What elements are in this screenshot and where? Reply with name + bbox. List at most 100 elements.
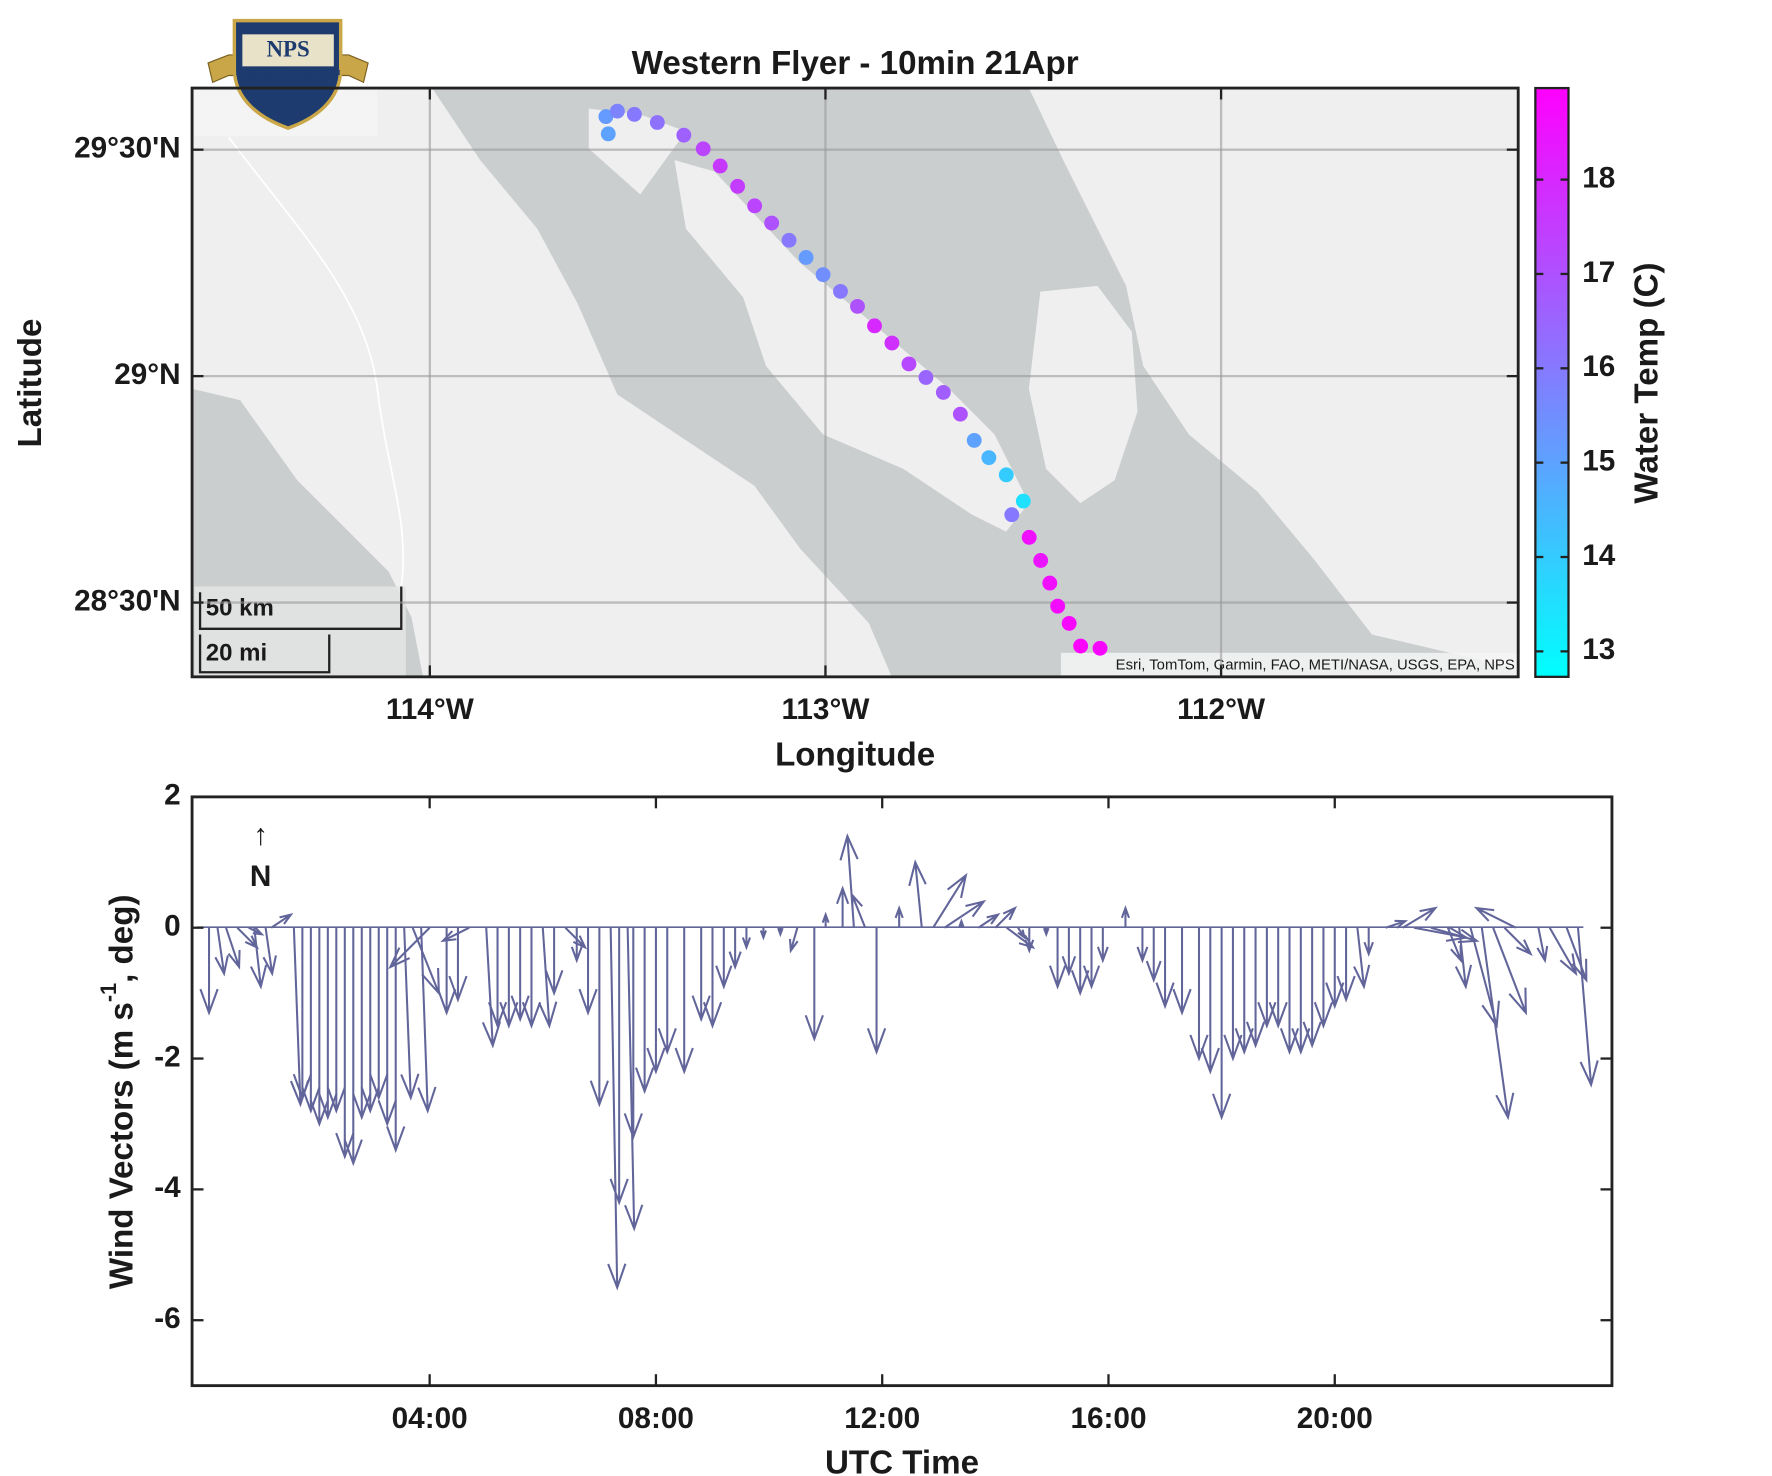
- wind-vector: [499, 927, 519, 1029]
- wind-vector: [1353, 927, 1371, 990]
- wind-vector: [1454, 927, 1473, 990]
- wind-vector: [623, 927, 643, 1141]
- track-point: [1061, 615, 1077, 631]
- wind-vector: [715, 927, 733, 990]
- wind-vector: [741, 927, 751, 951]
- track-point: [1050, 598, 1066, 614]
- colorbar-tick-label: 16: [1582, 350, 1615, 383]
- wind-vector: [1336, 927, 1356, 1003]
- wind-vector: [1234, 927, 1254, 1056]
- wind-vector: [657, 927, 677, 1056]
- y-tick-label: -4: [154, 1171, 181, 1204]
- track-point: [918, 370, 934, 385]
- track-point: [935, 384, 951, 400]
- track-point: [1042, 575, 1058, 591]
- wind-vector: [1473, 906, 1517, 929]
- wind-vector: [411, 927, 440, 996]
- wind-vector: [1212, 927, 1232, 1121]
- wind-vector: [1291, 927, 1311, 1056]
- track-point: [781, 232, 797, 248]
- track-point: [609, 103, 625, 119]
- x-tick-label: 112°W: [1177, 693, 1266, 726]
- track-point: [626, 106, 642, 122]
- track-point: [1033, 553, 1049, 568]
- track-point: [1004, 507, 1020, 523]
- track-point: [1073, 638, 1089, 654]
- scale-label: 50 km: [206, 595, 274, 622]
- wind-vector: [646, 927, 666, 1075]
- wind-vector: [1279, 927, 1300, 1056]
- track-point: [798, 250, 814, 265]
- track-point: [598, 109, 614, 125]
- wind-vector: [335, 927, 355, 1160]
- wind-vector: [1200, 927, 1220, 1075]
- wind-vector: [635, 927, 655, 1095]
- wind-vector: [1145, 927, 1162, 984]
- wind-vector: [1385, 919, 1409, 929]
- wind-vector: [674, 927, 694, 1075]
- wind-vector: [326, 927, 346, 1114]
- y-axis-label-part: Wind Vectors (m s: [103, 1002, 140, 1289]
- colorbar-tick-label: 15: [1582, 445, 1615, 478]
- colorbar-tick-label: 17: [1582, 256, 1615, 289]
- track-point: [695, 141, 711, 157]
- wind-vector: [607, 927, 627, 1291]
- x-tick-label: 16:00: [1070, 1402, 1146, 1435]
- y-axis-label-part: , deg): [103, 894, 140, 982]
- wind-vector: [1017, 927, 1027, 941]
- wind-vector: [804, 927, 824, 1042]
- track-point: [966, 432, 982, 448]
- wind-vector: [437, 927, 457, 1016]
- x-tick-label: 04:00: [392, 1402, 468, 1435]
- wind-vector: [866, 927, 887, 1056]
- track-point: [867, 318, 882, 334]
- wind-vector: [301, 927, 321, 1114]
- wind-vector: [994, 905, 1018, 929]
- wind-vector: [564, 926, 588, 950]
- track-point: [730, 178, 746, 194]
- x-tick-label: 08:00: [618, 1402, 694, 1435]
- wind-vector: [1446, 927, 1463, 964]
- wind-vector: [1576, 927, 1599, 1088]
- wind-vector: [1120, 905, 1131, 928]
- wind-vector: [759, 927, 767, 941]
- wind-vector: [958, 918, 965, 928]
- wind-vector: [481, 927, 502, 1049]
- wind-vector: [270, 912, 294, 929]
- track-point: [952, 406, 968, 422]
- y-tick-label: 29°N: [114, 358, 180, 391]
- track-point: [981, 450, 997, 466]
- wind-vector: [836, 885, 850, 928]
- wind-vector: [369, 927, 389, 1101]
- x-tick-label: 20:00: [1297, 1402, 1373, 1435]
- logo: NPS PRAESTANTIA PER SCIENTIAM: [207, 18, 369, 130]
- wind-vector: [1565, 927, 1588, 983]
- wind-vector: [1082, 927, 1101, 990]
- y-tick-label: -6: [154, 1302, 180, 1335]
- wind-vector: [1096, 927, 1109, 964]
- plot-frame: [190, 795, 1614, 1388]
- wind-vector: [214, 927, 229, 977]
- track-point: [712, 158, 728, 174]
- y-tick-label: -2: [154, 1040, 180, 1073]
- wind-vector: [292, 927, 312, 1101]
- x-axis-label: Longitude: [775, 737, 935, 774]
- wind-vector: [199, 927, 219, 1016]
- colorbar-tick-label: 13: [1582, 633, 1615, 666]
- wind-vector: [821, 911, 830, 928]
- wind-vector: [1043, 927, 1050, 938]
- track-point: [850, 298, 865, 314]
- wind-vector: [624, 927, 644, 1232]
- colorbar: [1534, 86, 1570, 678]
- wind-vector: [440, 926, 470, 943]
- wind-vector: [377, 927, 397, 1127]
- wind-vector: [225, 927, 241, 970]
- wind-vector: [1492, 927, 1527, 1016]
- track-point: [815, 267, 831, 283]
- x-tick-label: 12:00: [844, 1402, 920, 1435]
- wind-vector: [400, 927, 420, 1101]
- wind-vector: [1325, 927, 1345, 1010]
- y-axis-label-superscript: -1: [95, 983, 120, 1002]
- wind-vector: [1302, 927, 1322, 1049]
